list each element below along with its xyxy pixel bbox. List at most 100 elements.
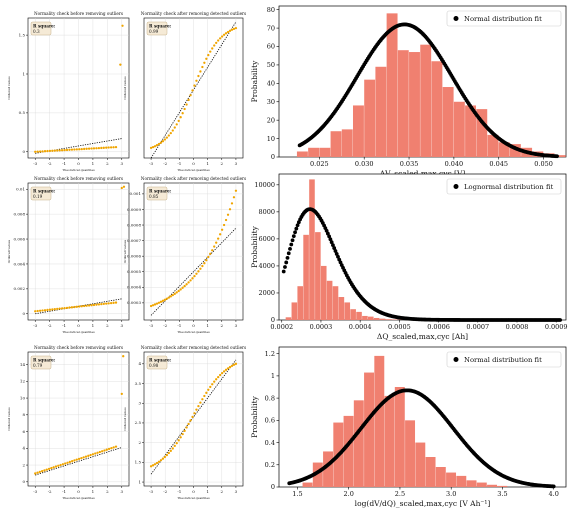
histogram-bar xyxy=(315,232,321,320)
x-tick-label: 2 xyxy=(106,489,109,494)
data-point xyxy=(75,458,78,461)
data-point xyxy=(102,146,105,149)
data-point xyxy=(77,457,81,461)
y-axis-label: Ordered values xyxy=(123,239,127,263)
histogram-bar xyxy=(374,355,385,487)
fit-point xyxy=(558,318,563,322)
data-point xyxy=(47,467,51,470)
x-tick-label: -3 xyxy=(149,161,153,166)
data-point xyxy=(89,453,92,457)
y-tick-label: 3.5 xyxy=(135,381,142,386)
histogram-bar xyxy=(397,50,409,157)
x-tick-label: 1 xyxy=(206,489,209,494)
data-point xyxy=(169,131,172,135)
x-axis-label: Theoretical quantiles xyxy=(62,168,95,172)
data-point xyxy=(114,445,118,448)
data-point xyxy=(114,145,118,149)
data-point xyxy=(43,469,46,472)
x-tick-label: -1 xyxy=(177,323,181,328)
histogram-bar xyxy=(554,155,566,157)
x-tick-label: 0.0002 xyxy=(270,323,293,331)
data-point xyxy=(153,463,157,466)
data-point xyxy=(64,462,67,465)
data-point xyxy=(120,186,123,190)
data-point xyxy=(36,150,39,153)
data-point xyxy=(107,447,111,451)
x-tick-label: 2 xyxy=(221,323,224,328)
histogram-bar xyxy=(312,462,323,487)
data-point xyxy=(63,148,66,152)
data-point xyxy=(151,145,155,149)
data-point xyxy=(226,213,230,216)
data-point xyxy=(163,455,167,459)
data-point xyxy=(105,448,108,451)
data-point xyxy=(230,364,234,368)
data-point xyxy=(38,309,42,312)
x-tick-label: -3 xyxy=(149,323,153,328)
y-tick-label: 3 xyxy=(138,401,141,406)
x-tick-label: -2 xyxy=(163,161,167,166)
data-point xyxy=(56,149,59,152)
data-point xyxy=(189,419,192,422)
x-axis-label: ΔQ_scaled,max,cyc [Ah] xyxy=(377,332,468,341)
data-point xyxy=(36,471,39,474)
y-tick-label: 0 xyxy=(271,316,275,324)
data-point xyxy=(58,307,61,310)
fit-point xyxy=(294,226,299,231)
data-point xyxy=(185,426,188,429)
fit-point xyxy=(289,242,294,247)
x-axis-label: Theoretical quantiles xyxy=(177,330,210,334)
data-point xyxy=(191,89,194,92)
y-tick-label: 0.0007 xyxy=(127,238,141,243)
data-point xyxy=(66,461,69,464)
panel-title: Normality check after removing detected … xyxy=(141,11,246,16)
x-tick-label: -2 xyxy=(163,489,167,494)
x-axis-label: Theoretical quantiles xyxy=(177,496,210,500)
x-tick-label: 2 xyxy=(221,161,224,166)
data-point xyxy=(222,223,226,227)
fit-point xyxy=(290,238,295,243)
data-point xyxy=(167,451,170,455)
x-tick-label: 2.0 xyxy=(344,490,354,498)
data-point xyxy=(161,140,165,143)
data-point xyxy=(232,27,236,31)
histogram-bar xyxy=(394,387,405,487)
fit-point xyxy=(333,249,338,253)
x-tick-label: 0.0008 xyxy=(506,323,529,331)
data-point xyxy=(48,149,52,153)
data-point xyxy=(73,305,76,309)
histogram-bar xyxy=(323,451,334,487)
x-tick-label: 0.030 xyxy=(355,160,374,168)
histogram-bar xyxy=(435,467,446,487)
y-tick-label: 2 xyxy=(138,440,141,445)
data-point xyxy=(193,412,196,415)
y-tick-label: 70 xyxy=(267,24,275,32)
y-tick-label: 8000 xyxy=(258,208,275,216)
data-point xyxy=(165,136,169,139)
data-point xyxy=(165,297,169,300)
data-point xyxy=(215,378,218,381)
data-point xyxy=(95,147,98,150)
x-tick-label: 3 xyxy=(121,489,124,494)
x-tick-label: 0 xyxy=(192,489,195,494)
x-tick-label: -2 xyxy=(163,323,167,328)
data-point xyxy=(161,457,165,460)
gridlines xyxy=(28,18,129,158)
histogram-bar xyxy=(308,147,320,157)
data-point xyxy=(173,292,176,295)
data-point xyxy=(114,301,118,304)
data-point xyxy=(171,129,174,132)
data-point xyxy=(224,218,228,222)
y-tick-label: 0.006 xyxy=(14,236,26,241)
y-tick-label: 6000 xyxy=(258,235,275,243)
data-point xyxy=(85,304,88,307)
y-tick-label: 10 xyxy=(267,135,275,143)
rsq-box xyxy=(30,21,52,36)
histogram-bar xyxy=(409,52,420,157)
histogram-bar xyxy=(291,302,298,320)
x-tick-label: 0.0007 xyxy=(466,323,489,331)
histogram-bar xyxy=(362,315,368,320)
data-point xyxy=(90,304,93,307)
rsq-value: 0.3 xyxy=(33,29,40,34)
